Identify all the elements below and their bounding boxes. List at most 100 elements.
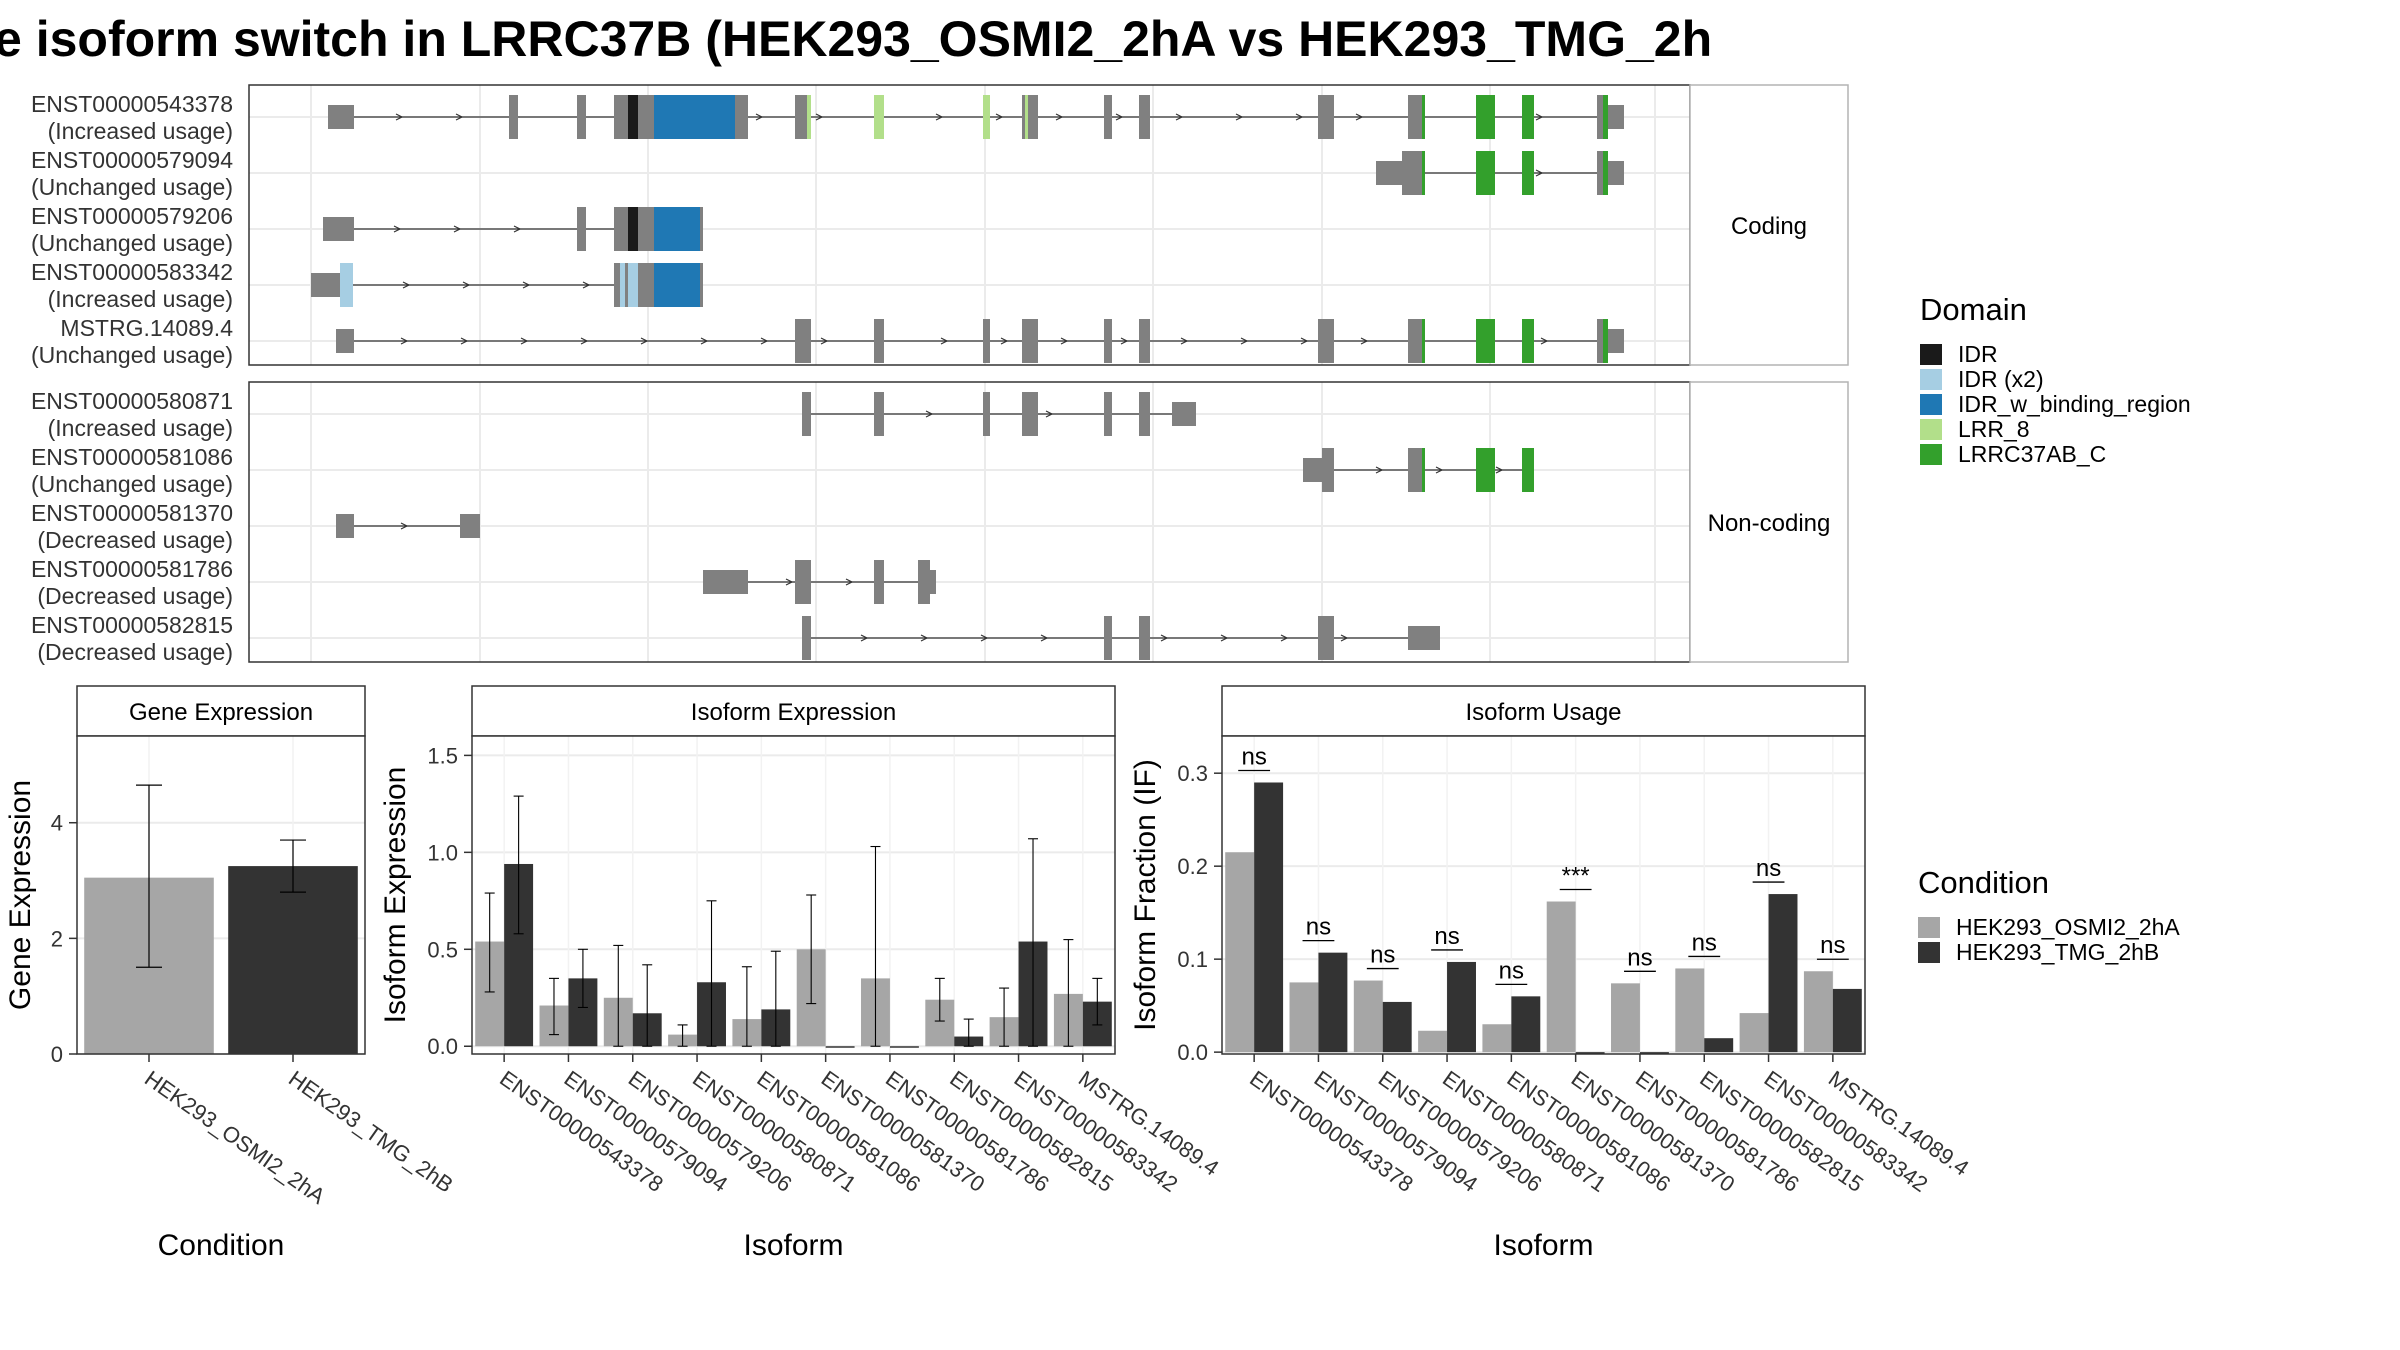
exon-block [1422,448,1425,492]
strand-arrow [940,337,949,345]
exon-block [1422,95,1425,139]
exon-block [1608,329,1624,353]
strand-arrow [760,337,769,345]
transcript-ENST00000543378 [328,95,1624,139]
y-tick-label: 0.1 [1177,947,1208,972]
structure-facet-0 [248,84,1691,366]
transcript-usage-label: (Unchanged usage) [31,471,233,497]
strand-arrow [1115,113,1124,121]
exon-block [983,319,990,363]
significance-label: *** [1562,863,1590,890]
strand-arrow [460,337,469,345]
exon-block [638,263,654,307]
transcript-usage-label: (Unchanged usage) [31,174,233,200]
exon-block [795,95,807,139]
bar-ENST00000543378-s1 [1254,782,1284,1053]
transcript-usage-label: (Decreased usage) [37,527,233,553]
facet-plot-area [249,382,1690,662]
exon-block [1597,319,1603,363]
exon-block [874,95,884,139]
transcript-id-label: ENST00000581086 [31,444,233,470]
legend-swatch [1920,344,1942,365]
exon-block [614,207,628,251]
strand-arrow [1295,113,1304,121]
strand-arrow [845,578,854,586]
exon-block [1603,151,1608,195]
legend-label: HEK293_TMG_2hB [1956,939,2159,965]
plot-border [1221,735,1866,1055]
exon-block [1522,151,1534,195]
significance-label: ns [1370,942,1395,969]
bar-ENST00000583342-s0 [1739,1013,1769,1053]
facet-strip-label: Non-coding [1708,510,1831,537]
bar-MSTRG.14089.4-s1 [1832,988,1862,1053]
strand-arrow [980,634,989,642]
exon-block [1408,319,1422,363]
transcript-ENST00000582815 [802,616,1440,660]
exon-block [795,319,811,363]
strand-arrow [925,410,934,418]
bar-HEK293_TMG_2hB [228,866,358,1054]
transcript-usage-label: (Decreased usage) [37,639,233,665]
legend-swatch [1920,419,1942,440]
legend-label: IDR [1958,341,1998,367]
exon-block [1032,319,1038,363]
strand-arrow [580,337,589,345]
exon-block [1022,392,1038,436]
strand-arrow [1240,337,1249,345]
strand-arrow [920,634,929,642]
exon-block [1022,319,1032,363]
exon-block [1476,319,1495,363]
significance-label: ns [1820,932,1845,959]
bar-ENST00000583342-s1 [1768,894,1798,1053]
strand-arrow [1120,337,1129,345]
transcript-id-label: ENST00000582815 [31,612,233,638]
bar-MSTRG.14089.4-s0 [1803,971,1833,1053]
x-axis-label: Isoform [743,1229,843,1262]
exon-block [1025,95,1028,139]
strand-arrow [455,113,464,121]
bar-ENST00000582815-s0 [1675,968,1705,1053]
exon-block [1597,95,1603,139]
strand-arrow [520,337,529,345]
exon-block [1303,458,1322,482]
significance-label: ns [1692,929,1717,956]
exon-block [703,570,748,594]
exon-block [1402,151,1422,195]
bar-ENST00000579206-s0 [1353,980,1383,1053]
strand-arrow [1535,113,1544,121]
strand-arrow [522,281,531,289]
bar-ENST00000580871-s0 [1418,1030,1448,1053]
exon-block [1139,319,1150,363]
chart-strip [1221,685,1866,737]
x-axis-label: Isoform [1493,1229,1593,1262]
exon-block [1476,95,1495,139]
strand-arrow [755,113,764,121]
significance-label: ns [1434,923,1459,950]
exon-block [983,95,990,139]
strand-arrow [1375,466,1384,474]
exon-block [1104,616,1112,660]
exon-block [577,95,586,139]
transcript-id-label: ENST00000543378 [31,91,233,117]
exon-block [311,273,340,297]
isoform-expression-chart: Isoform Expression0.00.51.01.5ENST000005… [379,685,1224,1262]
exon-block [1608,105,1624,129]
bar-ENST00000581370-s0 [1546,901,1576,1053]
exon-block [577,207,586,251]
structure-facet-1 [248,381,1691,663]
transcript-ENST00000581086 [1303,448,1534,492]
plot-border [76,735,366,1055]
y-axis-label: Isoform Expression [379,767,412,1024]
exon-block [1476,448,1495,492]
transcript-ENST00000583342 [311,263,703,307]
transcript-id-label: ENST00000579206 [31,203,233,229]
exon-block [1408,95,1422,139]
bar-ENST00000579094-s0 [1289,982,1319,1053]
y-tick-label: 0.5 [427,937,458,962]
transcript-structure-panel: ENST00000543378(Increased usage)ENST0000… [31,84,1849,665]
strand-arrow [1495,466,1504,474]
strand-arrow [1235,113,1244,121]
exon-block [1139,392,1150,436]
